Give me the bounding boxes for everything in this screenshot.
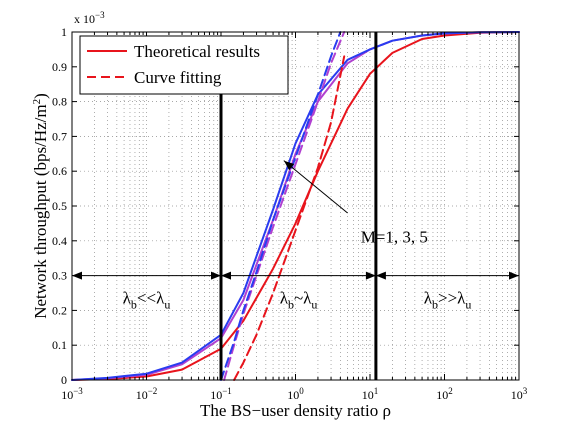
x-axis-label: The BS−user density ratio ρ (200, 401, 391, 420)
y-tick-label: 0.1 (52, 338, 67, 352)
region-label-1: λb~λu (280, 288, 318, 311)
region-arrow-head-left-2 (375, 271, 386, 280)
y-tick-label: 0.7 (52, 129, 67, 143)
y-axis-exponent: x 10−3 (74, 10, 105, 26)
region-arrows: λb<<λu λb~λu λb>>λu (72, 271, 519, 311)
annotation-arrow-head (283, 160, 295, 171)
series-fitting-3 (233, 55, 346, 381)
region-arrow-head-right-1 (365, 271, 376, 280)
x-tick-label: 10−3 (61, 386, 83, 402)
annotation-label: M=1, 3, 5 (361, 228, 428, 247)
region-arrow-head-right-0 (211, 271, 221, 280)
x-tick-label: 100 (287, 386, 304, 402)
y-tick-label: 0.3 (52, 269, 67, 283)
legend-box (79, 35, 289, 95)
region-arrow-head-left-1 (221, 271, 231, 280)
y-tick-label: 0.4 (52, 234, 67, 248)
y-tick-label: 0.6 (52, 164, 67, 178)
region-label-0: λb<<λu (123, 288, 171, 311)
legend-label-theoretical: Theoretical results (134, 42, 260, 61)
y-tick-label: 0.2 (52, 303, 67, 317)
series-fitting-5 (220, 31, 342, 381)
annotation-arrow-line (283, 160, 348, 214)
legend: Theoretical results Curve fitting (79, 35, 289, 95)
y-tick-label: 1 (61, 25, 67, 39)
y-tick-label: 0 (61, 373, 67, 387)
x-tick-label: 103 (511, 386, 528, 402)
x-tick-label: 10−2 (136, 386, 158, 402)
region-label-2: λb>>λu (424, 288, 472, 311)
y-tick-label: 0.8 (52, 95, 67, 109)
m-annotation: M=1, 3, 5 (283, 160, 428, 247)
x-tick-label: 101 (362, 386, 379, 402)
y-tick-label: 0.9 (52, 60, 67, 74)
y-tick-label: 0.5 (52, 199, 67, 213)
axes (71, 31, 520, 381)
region-boundaries (219, 32, 378, 380)
x-tick-label: 102 (436, 386, 453, 402)
x-tick-label: 10−1 (210, 386, 232, 402)
tick-labels: 10−3 10−2 10−1 100 101 102 103 0 0.1 0.2 0.3 0.4 0.5… (52, 25, 528, 402)
y-axis-label: Network throughput (bps/Hz/m2) (31, 93, 50, 319)
legend-label-fitting: Curve fitting (134, 68, 222, 87)
